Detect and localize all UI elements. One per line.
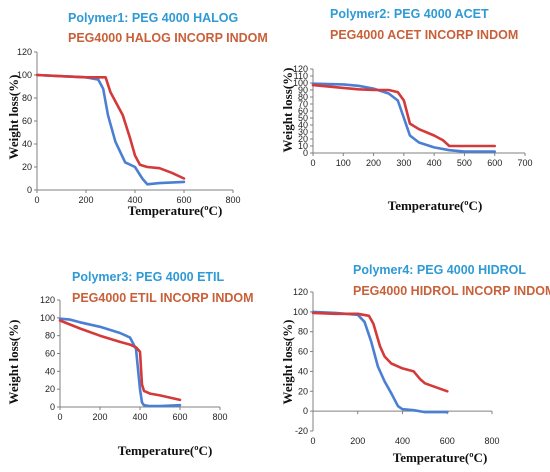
y-tick-label: -20 (295, 426, 308, 436)
chart-svg-3: 0 20 40 60 80 100 120 0 200 400 600 800 Temperature(… (6, 295, 228, 458)
y-tick-label: 80 (45, 331, 55, 341)
y-tick-label: 20 (22, 162, 32, 172)
y-axis-label: Weight loss(%) (6, 320, 21, 405)
legend-series-2: PEG4000 ETIL INCORP INDOM (72, 291, 254, 305)
y-tick-label: 100 (40, 313, 55, 323)
x-tick-label: 600 (172, 412, 187, 422)
y-tick-label: 100 (293, 307, 308, 317)
x-tick-label: 0 (310, 436, 315, 446)
x-tick-label: 800 (225, 195, 240, 205)
y-axis-label: Weight loss(%) (280, 68, 295, 153)
x-axis-label: Temperature(ºC) (388, 198, 483, 213)
x-tick-label: 700 (517, 158, 532, 168)
x-tick-label: 600 (487, 158, 502, 168)
y-tick-label: 80 (298, 92, 308, 102)
y-tick-label: 120 (293, 287, 308, 297)
x-tick-label: 400 (395, 436, 410, 446)
x-tick-label: 300 (396, 158, 411, 168)
y-tick-label: 100 (293, 78, 308, 88)
chart-panel-3: 0 20 40 60 80 100 120 0 200 400 600 800 Temperature(… (0, 262, 270, 472)
y-tick-label: 90 (298, 85, 308, 95)
legend-series-1: Polymer1: PEG 4000 HALOG (68, 11, 239, 25)
x-tick-label: 400 (132, 412, 147, 422)
y-tick-label: 20 (298, 386, 308, 396)
legend-series-1: Polymer3: PEG 4000 ETIL (72, 270, 225, 284)
x-tick-label: 100 (336, 158, 351, 168)
y-tick-label: 0 (27, 185, 32, 195)
y-tick-label: 50 (298, 113, 308, 123)
series-line-1 (311, 82, 496, 153)
series-line-2 (311, 83, 496, 148)
x-tick-label: 600 (176, 195, 191, 205)
y-axis-label: Weight loss(%) (280, 320, 295, 405)
legend-series-2: PEG4000 ACET INCORP INDOM (330, 28, 519, 42)
y-tick-label: 0 (303, 148, 308, 158)
x-tick-label: 200 (92, 412, 107, 422)
y-tick-label: 20 (298, 134, 308, 144)
series-line-2 (35, 73, 186, 180)
chart-panel-1: 0 20 40 60 80 100 120 0 200 400 600 800 Temperature(… (0, 0, 270, 225)
y-tick-label: 100 (17, 70, 32, 80)
series-line-1 (311, 310, 449, 414)
y-tick-label: 0 (303, 406, 308, 416)
y-tick-label: 120 (40, 295, 55, 305)
y-tick-label: 120 (293, 64, 308, 74)
x-tick-label: 200 (78, 195, 93, 205)
x-tick-label: 500 (457, 158, 472, 168)
y-tick-label: 60 (298, 106, 308, 116)
y-tick-label: 0 (50, 402, 55, 412)
y-tick-label: 20 (45, 384, 55, 394)
legend-series-1: Polymer2: PEG 4000 ACET (330, 7, 489, 21)
legend-series-1: Polymer4: PEG 4000 HIDROL (353, 263, 526, 277)
series-line-1 (58, 317, 182, 408)
y-tick-label: 40 (298, 120, 308, 130)
y-tick-label: 30 (298, 127, 308, 137)
chart-panel-4: -20 0 20 40 60 80 100 120 0 200 400 600 800 Temperatu… (275, 255, 550, 472)
x-tick-label: 800 (484, 436, 499, 446)
y-tick-label: 80 (298, 327, 308, 337)
y-tick-label: 40 (22, 139, 32, 149)
y-tick-label: 60 (298, 347, 308, 357)
y-tick-label: 60 (22, 116, 32, 126)
x-axis-label: Temperature(ºC) (393, 450, 488, 465)
series-line-2 (58, 319, 182, 402)
x-tick-label: 600 (440, 436, 455, 446)
x-tick-label: 400 (127, 195, 142, 205)
legend-series-2: PEG4000 HALOG INCORP INDOM (68, 31, 268, 45)
y-tick-label: 40 (298, 366, 308, 376)
legend-series-2: PEG4000 HIDROL INCORP INDOM (353, 284, 550, 298)
x-tick-label: 800 (212, 412, 227, 422)
y-tick-label: 70 (298, 99, 308, 109)
x-tick-label: 0 (310, 158, 315, 168)
x-tick-label: 200 (366, 158, 381, 168)
y-tick-label: 60 (45, 349, 55, 359)
y-tick-label: 80 (22, 93, 32, 103)
y-tick-label: 40 (45, 366, 55, 376)
series-line-2 (311, 311, 449, 393)
x-tick-label: 0 (57, 412, 62, 422)
y-tick-label: 120 (17, 47, 32, 57)
y-tick-label: 10 (298, 141, 308, 151)
x-tick-label: 200 (350, 436, 365, 446)
y-tick-label: 110 (294, 71, 308, 81)
x-tick-label: 400 (427, 158, 442, 168)
x-axis-label: Temperature(ºC) (128, 203, 223, 218)
chart-panel-2: 0 10 20 30 40 50 60 70 80 90 100 110 120 0 100 200 300 40… (275, 0, 550, 225)
x-axis-label: Temperature(ºC) (118, 443, 213, 458)
x-tick-label: 0 (34, 195, 39, 205)
chart-svg-1: 0 20 40 60 80 100 120 0 200 400 600 800Temperature(… (6, 47, 241, 218)
y-axis-label: Weight loss(%) (6, 75, 21, 160)
